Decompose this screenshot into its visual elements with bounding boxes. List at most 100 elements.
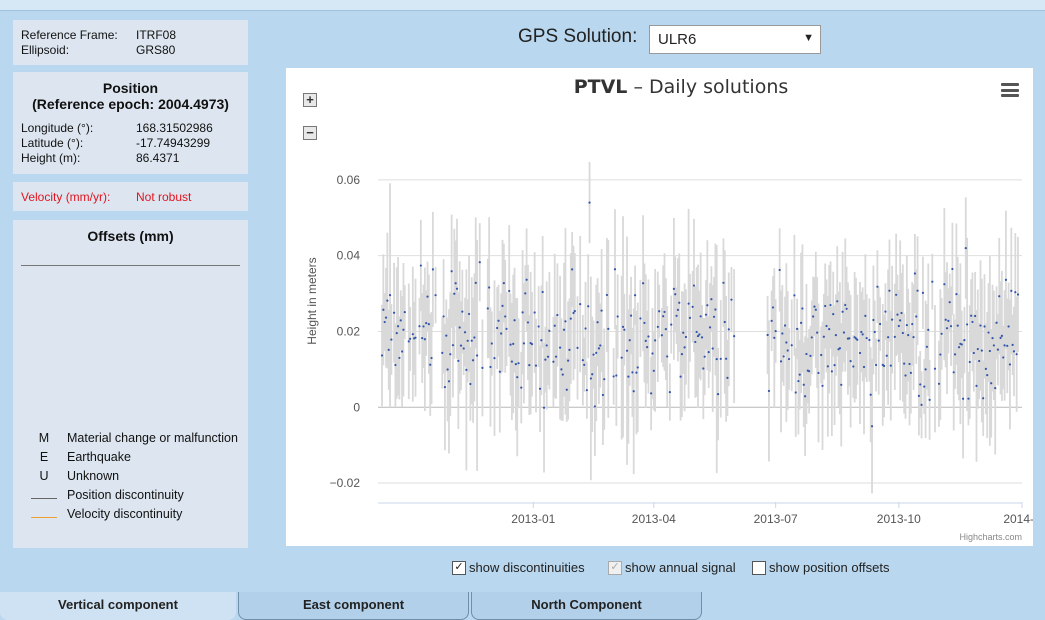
data-point	[451, 344, 455, 347]
show-annual-signal-checkbox: ✓ show annual signal	[608, 560, 736, 575]
data-point	[808, 370, 811, 373]
velocity-label: Velocity (mm/yr):	[21, 190, 111, 204]
data-point	[514, 363, 518, 366]
data-point	[646, 346, 649, 349]
data-point	[877, 339, 880, 342]
data-point	[873, 330, 876, 334]
chart-credit[interactable]: Highcharts.com	[959, 532, 1022, 542]
data-point	[766, 333, 769, 337]
zoom-out-button[interactable]: −	[303, 126, 317, 140]
data-point	[445, 334, 448, 337]
data-point	[384, 316, 388, 319]
data-point	[830, 370, 833, 373]
data-point	[706, 304, 709, 307]
data-point	[786, 349, 789, 352]
data-point	[868, 338, 871, 342]
data-point	[387, 348, 390, 351]
data-point	[771, 306, 775, 309]
data-point	[534, 364, 538, 367]
data-point	[583, 363, 586, 366]
data-point	[666, 355, 669, 358]
data-point	[795, 327, 799, 331]
data-point	[996, 348, 1000, 351]
data-point	[820, 353, 823, 357]
data-point	[899, 319, 902, 322]
tab-east-component[interactable]: East component	[238, 592, 469, 620]
show-position-offsets-checkbox[interactable]: show position offsets	[752, 560, 889, 575]
data-point	[450, 270, 453, 273]
data-point	[597, 347, 601, 350]
data-point	[896, 313, 899, 316]
data-point	[398, 356, 401, 360]
data-point	[409, 337, 412, 340]
data-point	[572, 311, 575, 315]
data-point	[824, 304, 827, 308]
zoom-in-button[interactable]: +	[303, 93, 317, 107]
legend-item-unknown: U Unknown	[21, 469, 241, 484]
data-point	[869, 393, 872, 396]
longitude-value: 168.31502986	[136, 121, 213, 135]
x-tick-label: 2013-07	[754, 512, 798, 526]
data-point	[429, 363, 432, 366]
data-point	[862, 365, 866, 369]
data-point	[939, 353, 942, 356]
tab-vertical-component[interactable]: Vertical component	[0, 592, 236, 620]
data-point	[402, 328, 405, 331]
data-point	[556, 313, 559, 317]
data-point	[825, 324, 828, 328]
data-point	[836, 300, 839, 303]
legend-label-velocity-discontinuity: Velocity discontinuity	[67, 507, 183, 521]
data-point	[442, 315, 445, 318]
checkbox-box[interactable]	[752, 560, 766, 575]
data-point	[797, 379, 800, 383]
x-tick-label: 2013-10	[877, 512, 921, 526]
height-chart: PTVL – Daily solutions Height in meters …	[305, 76, 1033, 542]
data-point	[1014, 291, 1017, 294]
data-point	[715, 358, 718, 361]
tab-north-component[interactable]: North Component	[471, 592, 702, 620]
data-point	[521, 311, 524, 314]
data-point	[635, 371, 638, 374]
data-point	[453, 292, 456, 295]
data-point	[407, 340, 410, 343]
data-point	[463, 331, 467, 334]
reference-panel: Reference Frame: ITRF08 Ellipsoid: GRS80	[13, 20, 248, 65]
data-point	[884, 310, 887, 313]
show-discontinuities-checkbox[interactable]: ✓ show discontinuities	[452, 560, 585, 575]
data-point	[908, 362, 911, 366]
data-point	[852, 365, 855, 368]
data-point	[632, 390, 635, 393]
data-point	[998, 295, 1001, 298]
data-point	[1003, 344, 1006, 347]
legend-symbol-u: U	[39, 469, 49, 483]
data-point	[943, 283, 946, 286]
data-point	[564, 320, 567, 323]
data-point	[627, 375, 630, 378]
data-point	[422, 325, 425, 328]
data-point	[651, 352, 654, 355]
checkbox-box[interactable]: ✓	[452, 560, 466, 575]
data-point	[916, 289, 919, 292]
data-point	[680, 353, 684, 356]
data-point	[691, 305, 694, 308]
data-point	[400, 350, 404, 353]
data-point	[419, 264, 422, 267]
data-point	[538, 387, 542, 390]
data-point	[856, 338, 859, 341]
data-point	[631, 371, 634, 374]
chart-menu-icon[interactable]	[1001, 83, 1019, 97]
data-point	[919, 383, 922, 386]
gps-solution-select[interactable]: ULR6 ▼	[649, 25, 821, 54]
data-point	[664, 328, 667, 331]
data-point	[643, 321, 646, 325]
data-point	[533, 311, 536, 314]
data-point	[554, 355, 558, 358]
data-point	[716, 393, 720, 396]
data-point	[457, 359, 460, 362]
data-point	[613, 268, 617, 271]
data-point	[960, 343, 963, 346]
data-point	[814, 308, 817, 311]
data-point	[601, 393, 605, 397]
velocity-panel: Velocity (mm/yr): Not robust	[13, 182, 248, 211]
longitude-label: Longitude (°):	[21, 121, 94, 135]
